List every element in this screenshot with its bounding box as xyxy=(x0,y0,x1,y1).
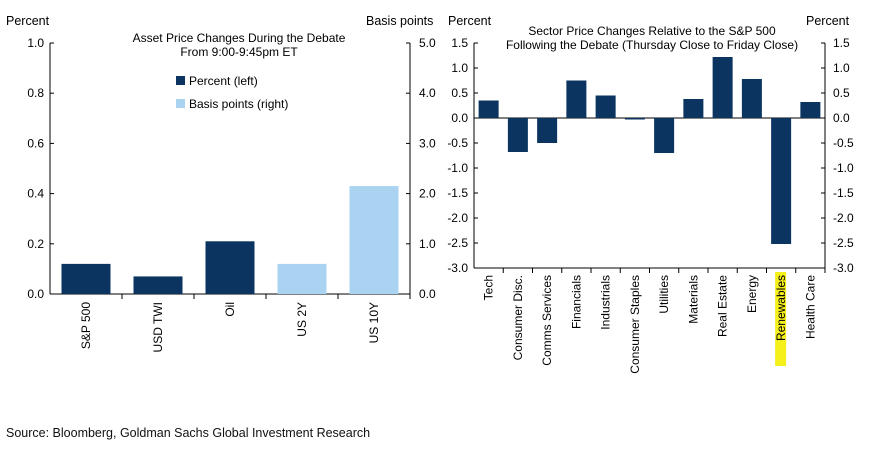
legend-swatch xyxy=(176,76,185,85)
left-tick-label: 0.5 xyxy=(451,86,468,100)
bar-real-estate xyxy=(712,57,733,118)
x-tick-label: Health Care xyxy=(803,275,817,339)
left-tick-label: 0.0 xyxy=(27,287,44,301)
x-tick-label: Tech xyxy=(482,275,496,300)
legend-label: Basis points (right) xyxy=(189,97,288,111)
bar-s-p-500 xyxy=(61,263,111,294)
left-tick-label: -1.0 xyxy=(447,161,468,175)
legend-swatch xyxy=(176,99,185,108)
right-tick-label: 3.0 xyxy=(419,136,436,150)
x-tick-label: US 2Y xyxy=(295,302,309,337)
x-tick-label: Financials xyxy=(569,275,583,329)
chart-title-line: Following the Debate (Thursday Close to … xyxy=(506,38,798,52)
chart-title-line: Asset Price Changes During the Debate xyxy=(133,31,346,45)
right-tick-label: -2.5 xyxy=(833,236,854,250)
bar-usd-twi xyxy=(133,276,183,294)
x-tick-label: Industrials xyxy=(599,275,613,330)
x-tick-label: S&P 500 xyxy=(79,302,93,349)
right-axis-title: Percent xyxy=(806,14,850,28)
right-tick-label: -1.0 xyxy=(833,161,854,175)
bar-consumer-staples xyxy=(624,118,645,120)
right-tick-label: -1.5 xyxy=(833,186,854,200)
x-tick-label: Consumer Disc. xyxy=(511,275,525,360)
x-tick-label: Consumer Staples xyxy=(628,275,642,374)
bar-tech xyxy=(478,100,499,118)
bar-health-care xyxy=(800,102,821,118)
right-axis-title: Basis points xyxy=(366,14,433,28)
right-tick-label: 1.0 xyxy=(833,61,850,75)
left-tick-label: -2.0 xyxy=(447,211,468,225)
left-tick-label: 0.0 xyxy=(451,111,468,125)
bar-materials xyxy=(683,99,704,118)
right-tick-label: -0.5 xyxy=(833,136,854,150)
right-tick-label: 1.0 xyxy=(419,237,436,251)
right-tick-label: 0.0 xyxy=(833,111,850,125)
x-tick-label: Renewables xyxy=(774,275,788,341)
bar-energy xyxy=(741,79,762,118)
bar-industrials xyxy=(595,95,616,118)
left-tick-label: 1.0 xyxy=(451,61,468,75)
right-tick-label: -2.0 xyxy=(833,211,854,225)
asset-price-chart: 0.0 0.2 0.4 0.6 0.8 1.0 0.0 1.0 2.0 3.0 4.0 5.0 Perc… xyxy=(6,14,436,352)
left-axis-title: Percent xyxy=(6,14,50,28)
left-tick-label: 0.8 xyxy=(27,86,44,100)
right-tick-label: -3.0 xyxy=(833,261,854,275)
x-tick-label: Comms Services xyxy=(540,275,554,366)
left-axis-title: Percent xyxy=(448,14,492,28)
x-tick-label: Real Estate xyxy=(716,275,730,337)
x-tick-label: Energy xyxy=(745,275,759,313)
bar-utilities xyxy=(654,118,675,153)
bar-renewables xyxy=(771,118,792,244)
left-tick-label: 1.5 xyxy=(451,36,468,50)
sector-price-chart: 1.5 1.5 1.0 1.0 0.5 0.5 0.0 0.0 -0.5 -0.5 -1.0 -1.0… xyxy=(447,14,854,374)
left-tick-label: 0.2 xyxy=(27,237,44,251)
right-tick-label: 5.0 xyxy=(419,36,436,50)
right-tick-label: 0.5 xyxy=(833,86,850,100)
x-tick-label: Materials xyxy=(686,275,700,324)
renewables-highlight xyxy=(775,272,787,366)
x-tick-label: USD TWI xyxy=(151,302,165,352)
source-note: Source: Bloomberg, Goldman Sachs Global … xyxy=(6,426,371,440)
left-tick-label: -0.5 xyxy=(447,136,468,150)
legend-label: Percent (left) xyxy=(189,74,258,88)
x-tick-label: US 10Y xyxy=(367,302,381,343)
left-tick-label: -1.5 xyxy=(447,186,468,200)
left-tick-label: 0.6 xyxy=(27,136,44,150)
chart-title-line: Sector Price Changes Relative to the S&P… xyxy=(528,24,776,38)
bar-oil xyxy=(205,241,255,294)
bar-us-10y xyxy=(349,186,399,294)
right-tick-label: 2.0 xyxy=(419,187,436,201)
right-tick-label: 0.0 xyxy=(419,287,436,301)
x-tick-label: Utilities xyxy=(657,275,671,314)
left-tick-label: -2.5 xyxy=(447,236,468,250)
x-tick-label: Oil xyxy=(223,302,237,317)
right-tick-label: 1.5 xyxy=(833,36,850,50)
left-tick-label: 0.4 xyxy=(27,187,44,201)
bar-us-2y xyxy=(277,263,327,294)
left-tick-label: 1.0 xyxy=(27,36,44,50)
bar-comms-services xyxy=(537,118,558,143)
bar-financials xyxy=(566,80,587,118)
left-tick-label: -3.0 xyxy=(447,261,468,275)
chart-title-line: From 9:00-9:45pm ET xyxy=(180,45,298,59)
right-tick-label: 4.0 xyxy=(419,86,436,100)
bar-consumer-disc- xyxy=(507,118,528,152)
